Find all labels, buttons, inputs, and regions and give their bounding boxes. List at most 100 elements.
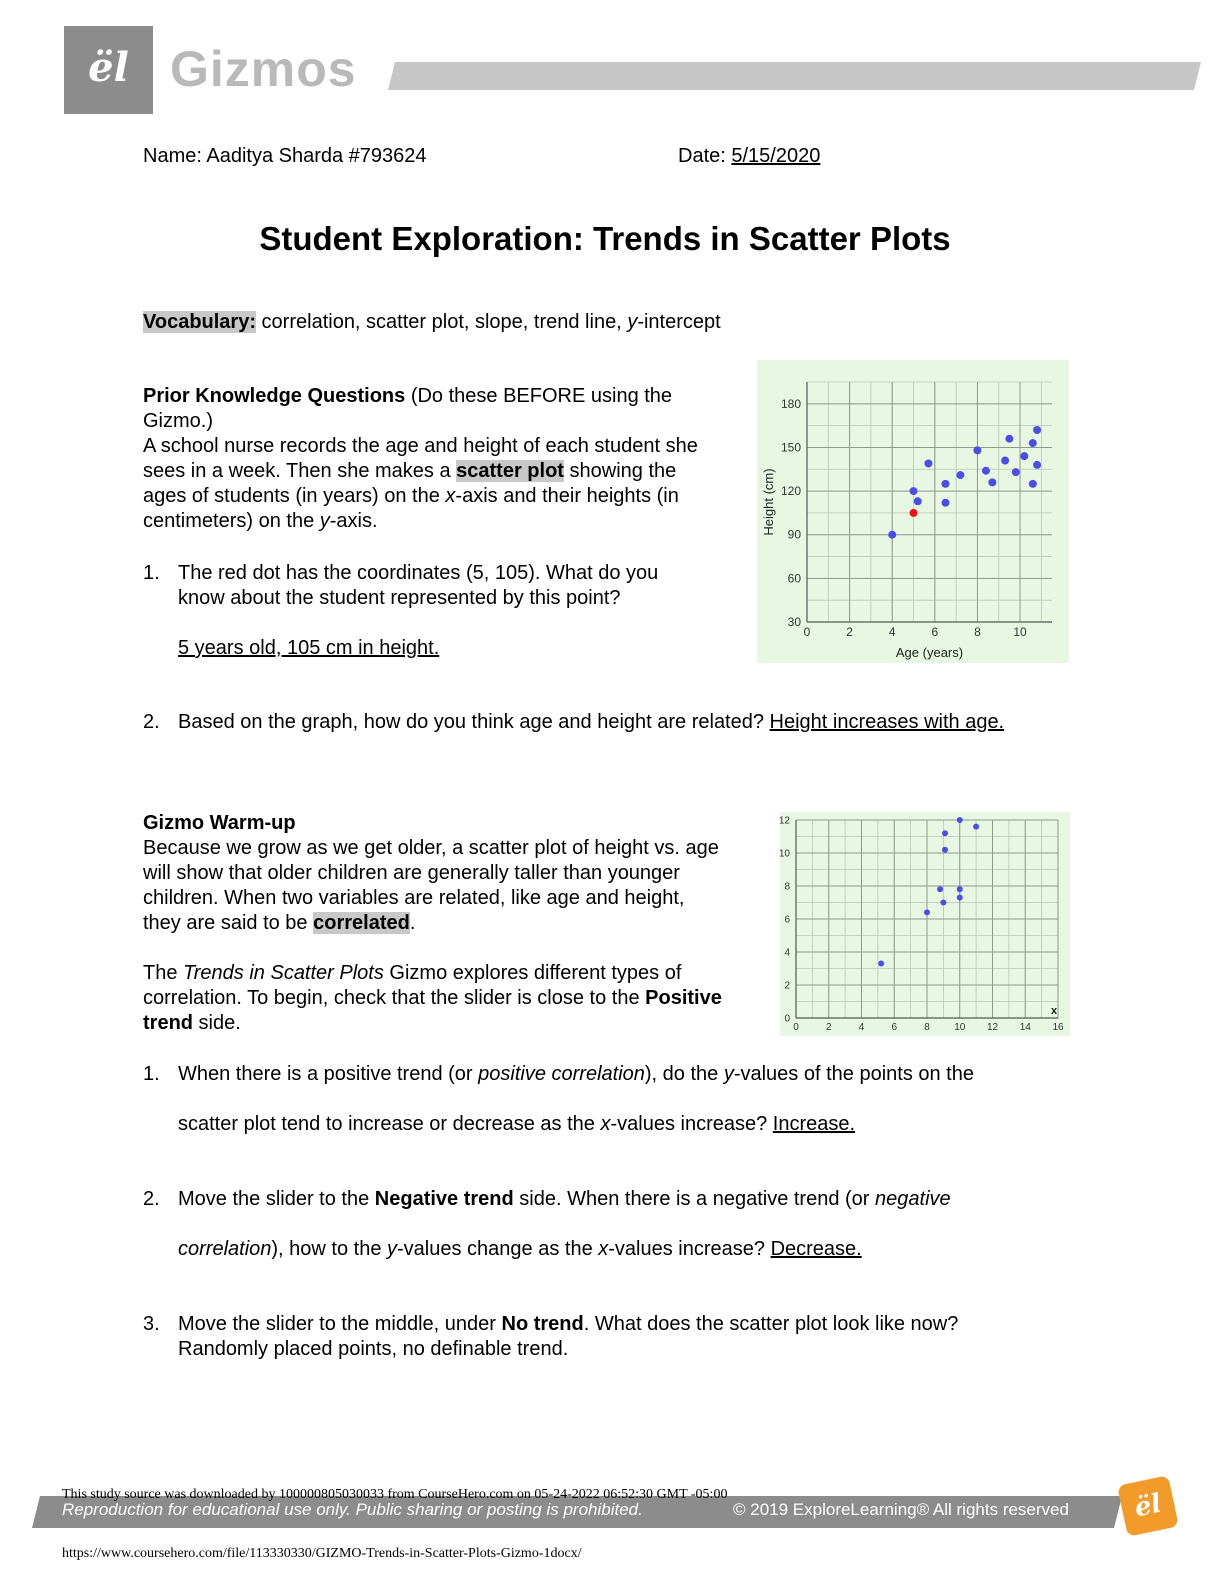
explorelearning-logo-icon: ël: [88, 44, 129, 91]
q1-c: -values of the points on the: [733, 1063, 974, 1085]
data-point: [1005, 434, 1014, 443]
data-point: [913, 497, 922, 506]
date-line: Date: 5/15/2020: [678, 144, 820, 169]
warmup-paragraph-1: Because we grow as we get older, a scatt…: [143, 836, 723, 936]
q1-d: scatter plot tend to increase or decreas…: [178, 1113, 601, 1135]
y-tick-label: 180: [781, 397, 801, 411]
q2-y: y: [387, 1238, 398, 1260]
chart-background: [780, 812, 1070, 1036]
study-source-note: This study source was downloaded by 1000…: [62, 1487, 728, 1502]
y-tick-label: 0: [784, 1013, 790, 1024]
q2-b: side. When there is a negative trend (or: [513, 1188, 876, 1210]
vocabulary-line: Vocabulary: correlation, scatter plot, s…: [143, 310, 721, 335]
data-point: [956, 894, 963, 901]
date-label: Date:: [678, 145, 726, 167]
data-point: [956, 886, 963, 893]
q2-d: -values change as the: [397, 1238, 599, 1260]
x-tick-label: 14: [1020, 1022, 1032, 1033]
answer-text: 5 years old, 105 cm in height.: [178, 637, 440, 659]
x-axis-label: Age (years): [896, 645, 963, 660]
y-tick-label: 10: [780, 848, 790, 859]
data-point: [937, 886, 944, 893]
warmup-p2b: Gizmo explores different types of correl…: [143, 962, 682, 1009]
name-value: Aaditya Sharda #793624: [206, 145, 427, 167]
question-number: 3.: [143, 1313, 160, 1335]
q2-e: -values increase?: [608, 1238, 771, 1260]
data-point: [888, 530, 897, 539]
y-tick-label: 6: [784, 914, 790, 925]
y-tick-label: 90: [788, 528, 802, 542]
data-point: [981, 466, 990, 475]
footer-notice: Reproduction for educational use only. P…: [62, 1500, 643, 1519]
warmup-section: Gizmo Warm-up Because we grow as we get …: [143, 811, 723, 1036]
x-tick-label: 12: [987, 1022, 999, 1033]
prior-p1c: -axis and their heights (in centimeters)…: [143, 485, 679, 532]
y-tick-label: 120: [781, 484, 801, 498]
data-point: [924, 909, 930, 916]
q2-italic2: correlation: [178, 1238, 272, 1260]
explorelearning-logo-icon: ël: [1131, 1488, 1165, 1524]
data-point: [956, 471, 965, 480]
term-correlated: correlated: [313, 912, 410, 934]
x-tick-label: 16: [1052, 1022, 1064, 1033]
data-point: [1028, 479, 1037, 488]
warmup-p1-end: .: [409, 912, 416, 934]
data-point: [956, 817, 963, 823]
prior-p1: A school nurse records the age and heigh…: [143, 435, 698, 482]
prior-p1d: -axis.: [329, 510, 378, 532]
gizmo-scatter-plot: 0 2 4 6 8 10 12 14 16 0 2 4 6 8 10 12 x: [780, 812, 1070, 1036]
q1-b: ), do the: [644, 1063, 724, 1085]
x-tick-label: 0: [793, 1022, 799, 1033]
data-point: [941, 498, 950, 507]
q1-italic: positive correlation: [478, 1063, 645, 1085]
data-point: [940, 899, 947, 906]
prior-y: y: [319, 510, 330, 532]
data-point: [942, 846, 949, 853]
y-tick-label: 60: [788, 571, 802, 585]
data-point: [988, 478, 997, 487]
q2-c: ), how to the: [271, 1238, 388, 1260]
x-tick-label: 6: [931, 625, 938, 639]
gizmos-logo: ël: [64, 26, 153, 114]
y-axis-label: Height (cm): [761, 468, 776, 535]
warmup-p1: Because we grow as we get older, a scatt…: [143, 837, 719, 934]
question-number: 2.: [143, 711, 160, 733]
q3-a: Move the slider to the middle, under: [178, 1313, 502, 1335]
x-tick-label: 8: [924, 1022, 930, 1033]
prior-paragraph: A school nurse records the age and heigh…: [143, 434, 723, 534]
warmup-p2a: The: [143, 962, 184, 984]
warmup-paragraph-2: The Trends in Scatter Plots Gizmo explor…: [143, 961, 723, 1036]
page-title: Student Exploration: Trends in Scatter P…: [259, 220, 951, 257]
x-tick-label: 6: [891, 1022, 897, 1033]
prior-p1b: showing the ages of students (in years) …: [143, 460, 677, 507]
x-tick-label: 8: [974, 625, 981, 639]
vocabulary-label: Vocabulary:: [143, 311, 256, 333]
question-number: 2.: [143, 1188, 160, 1210]
x-tick-label: 4: [889, 625, 896, 639]
data-point: [973, 823, 980, 830]
y-tick-label: 4: [784, 947, 790, 958]
prior-knowledge-section: Prior Knowledge Questions (Do these BEFO…: [143, 384, 723, 534]
y-tick-label: 30: [788, 615, 802, 629]
q2-a: Move the slider to the: [178, 1188, 375, 1210]
data-point: [973, 446, 982, 455]
q1-y: y: [723, 1063, 734, 1085]
x-tick-label: 4: [859, 1022, 865, 1033]
axis-marker: x: [1051, 1005, 1058, 1017]
question-number: 1.: [143, 562, 160, 584]
vocabulary-italic: y: [627, 311, 638, 333]
x-tick-label: 0: [804, 625, 811, 639]
answer-text: Height increases with age.: [769, 711, 1005, 733]
data-point: [942, 830, 949, 837]
question-number: 1.: [143, 1063, 160, 1085]
data-point: [1011, 468, 1020, 477]
answer-text: Decrease.: [770, 1238, 862, 1260]
warmup-heading: Gizmo Warm-up: [143, 812, 296, 834]
data-point: [878, 960, 885, 967]
explorelearning-footer-logo: ël: [1117, 1475, 1179, 1537]
warmup-p2-bold: Positive trend: [143, 987, 722, 1034]
data-point: [909, 487, 918, 496]
name-label: Name:: [143, 145, 202, 167]
data-point: [1020, 452, 1029, 461]
prior-x: x: [445, 485, 456, 507]
